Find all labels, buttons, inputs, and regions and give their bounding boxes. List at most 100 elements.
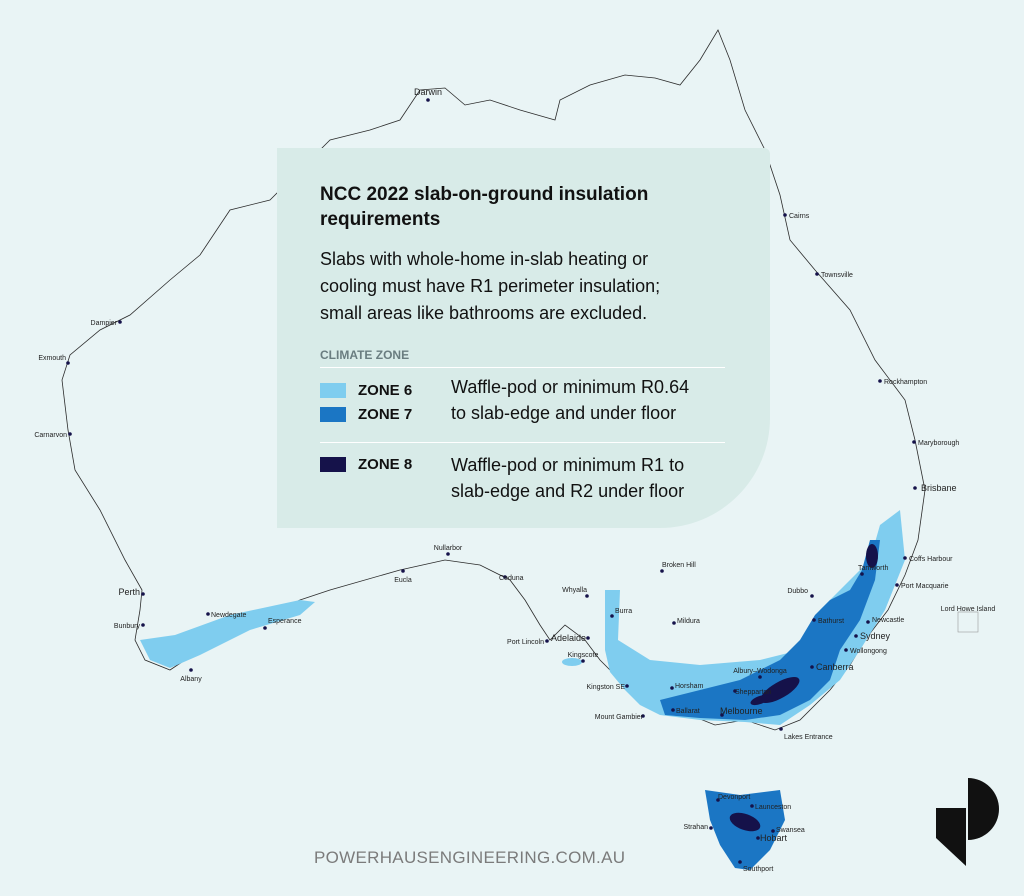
city-dot — [866, 620, 870, 624]
city-dot — [903, 556, 907, 560]
city-label: Shepparton — [735, 689, 771, 696]
city-label: Darwin — [414, 87, 442, 97]
city-label: Kingston SE — [586, 684, 625, 691]
zone-8-area — [750, 694, 770, 706]
legend-description: Waffle-pod or minimum R1 to slab-edge and… — [451, 452, 684, 504]
legend-description: Waffle-pod or minimum R0.64 to slab-edge … — [451, 374, 689, 426]
city-dot — [401, 569, 405, 573]
legend-label: ZONE 7 — [358, 405, 413, 423]
city-label: Bathurst — [818, 618, 844, 625]
city-label: Sydney — [860, 631, 891, 641]
city-label: Kingscote — [568, 652, 599, 659]
city-label: Newcastle — [872, 617, 904, 624]
city-label: Mount Gambier — [595, 714, 644, 721]
city-dot — [738, 860, 742, 864]
city-dot — [783, 213, 787, 217]
city-dot — [895, 583, 899, 587]
city-dot — [709, 826, 713, 830]
city-label: Carnarvon — [34, 432, 67, 439]
city-label: Tamworth — [858, 565, 888, 572]
city-dot — [810, 665, 814, 669]
city-dot — [610, 614, 614, 618]
city-label: Albury–Wodonga — [733, 668, 787, 675]
legend-item: ZONE 7 — [320, 404, 412, 424]
city-dot — [733, 689, 737, 693]
city-dot — [446, 552, 450, 556]
city-dot — [756, 836, 760, 840]
title-line: requirements — [320, 209, 441, 230]
city-dot — [810, 594, 814, 598]
city-dot — [750, 804, 754, 808]
city-dot — [585, 594, 589, 598]
city-label: Port Macquarie — [901, 583, 949, 590]
zone-6-area — [140, 600, 315, 668]
city-label: Ceduna — [499, 575, 524, 582]
city-dot — [545, 639, 549, 643]
title-line: NCC 2022 slab-on-ground insulation — [320, 184, 649, 205]
city-label: Dubbo — [787, 588, 808, 595]
city-label: Exmouth — [38, 355, 66, 362]
city-label: Maryborough — [918, 440, 959, 447]
city-dot — [206, 612, 210, 616]
city-label: Rockhampton — [884, 379, 927, 386]
legend-description-line: Waffle-pod or minimum R1 to — [451, 455, 685, 475]
zones — [140, 510, 905, 870]
description: Slabs with whole-home in-slab heating or… — [320, 246, 660, 327]
city-dot — [844, 648, 848, 652]
legend-label: ZONE 6 — [358, 381, 413, 399]
cities: Darwin Cairns Townsville Dampier Exmouth Rock… — [34, 87, 995, 873]
city-dot — [860, 572, 864, 576]
city-label: Burra — [615, 608, 632, 615]
city-dot — [503, 575, 507, 579]
city-label: Ballarat — [676, 708, 700, 715]
city-label: Canberra — [816, 662, 854, 672]
city-label: Albany — [180, 676, 202, 683]
zone-8-area — [760, 677, 800, 703]
city-label: Launceston — [755, 804, 791, 811]
city-label: Hobart — [760, 833, 788, 843]
city-dot — [912, 440, 916, 444]
city-dot — [878, 379, 882, 383]
city-dot — [189, 668, 193, 672]
city-label: Perth — [118, 587, 140, 597]
city-label: Townsville — [821, 272, 853, 279]
divider — [320, 367, 725, 368]
city-dot — [660, 569, 664, 573]
city-label: Bunbury — [114, 623, 141, 630]
legend-label: ZONE 8 — [358, 455, 413, 473]
divider — [320, 442, 725, 443]
legend-swatch — [320, 382, 346, 398]
city-label: Adelaide — [551, 633, 586, 643]
city-dot — [672, 621, 676, 625]
city-label: Strahan — [683, 824, 708, 831]
city-dot — [779, 727, 783, 731]
city-dot — [812, 618, 816, 622]
city-label: Broken Hill — [662, 562, 696, 569]
city-label: Devonport — [718, 794, 750, 801]
title: NCC 2022 slab-on-ground insulation requir… — [320, 182, 648, 232]
city-dot — [641, 714, 645, 718]
legend-heading: CLIMATE ZONE — [320, 348, 410, 362]
description-line: cooling must have R1 perimeter insulatio… — [320, 276, 661, 296]
city-label: Melbourne — [720, 706, 763, 716]
zone-7-area — [660, 540, 880, 720]
legend-item: ZONE 8 — [320, 454, 412, 474]
city-dot — [671, 708, 675, 712]
legend-description-line: Waffle-pod or minimum R0.64 — [451, 377, 690, 397]
legend-swatch — [320, 406, 346, 422]
city-dot — [68, 432, 72, 436]
zone-8-area — [866, 544, 878, 568]
city-dot — [66, 361, 70, 365]
lord-howe-box — [957, 611, 979, 633]
city-label: Southport — [743, 866, 773, 873]
city-dot — [720, 713, 724, 717]
description-line: small areas like bathrooms are excluded. — [320, 303, 648, 323]
city-label: Whyalla — [562, 587, 587, 594]
city-dot — [771, 829, 775, 833]
footer-url: POWERHAUSENGINEERING.COM.AU — [314, 848, 626, 867]
city-dot — [118, 320, 122, 324]
city-dot — [815, 272, 819, 276]
zone-8-area — [729, 812, 761, 832]
city-dot — [581, 659, 585, 663]
